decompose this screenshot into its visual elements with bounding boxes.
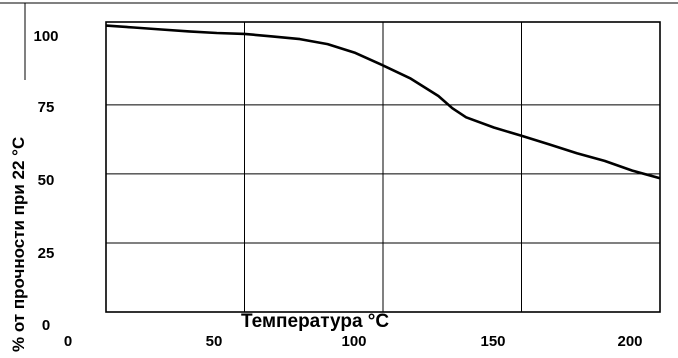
- y-tick-label-75: 75: [38, 99, 55, 116]
- y-axis-label: % от прочности при 22 °C: [9, 137, 28, 352]
- y-tick-label-25: 25: [38, 245, 55, 262]
- y-tick-label-0: 0: [42, 317, 50, 334]
- x-tick-label-100: 100: [341, 333, 366, 350]
- series-layer: [105, 24, 661, 180]
- x-tick-label-0: 0: [64, 333, 72, 350]
- x-axis-label: Температура °C: [241, 311, 389, 332]
- grid: [0, 2, 678, 313]
- x-tick-label-150: 150: [480, 333, 505, 350]
- series-line-0: [105, 24, 661, 180]
- y-tick-label-50: 50: [38, 172, 55, 189]
- y-tick-label-100: 100: [33, 28, 58, 45]
- x-tick-label-200: 200: [617, 333, 642, 350]
- x-tick-label-50: 50: [206, 333, 223, 350]
- tick-labels: 0 25 50 75 100 0 50 100 150 200: [33, 28, 642, 350]
